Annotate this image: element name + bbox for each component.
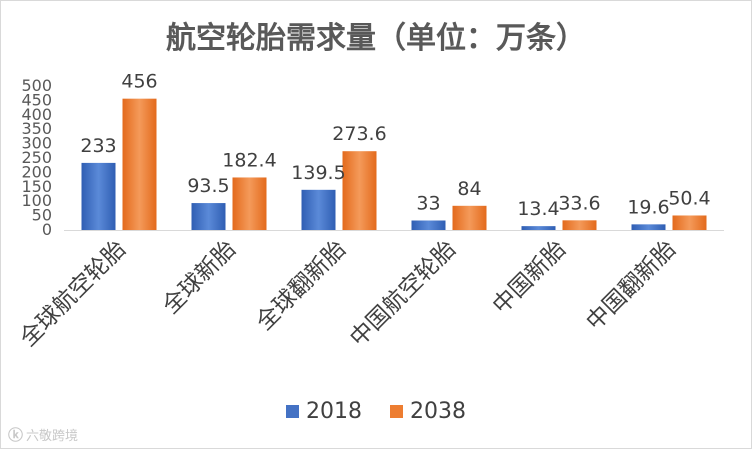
category-label: 全球翻新胎	[252, 236, 352, 336]
legend-item-2018: 2018	[286, 396, 362, 426]
bar-2018	[411, 220, 446, 230]
bar-2038	[342, 151, 377, 230]
bar-2018	[521, 226, 556, 230]
bar-2038	[122, 98, 157, 230]
y-tick-label: 250	[21, 148, 52, 167]
y-tick-label: 350	[21, 119, 52, 138]
data-label: 273.6	[332, 123, 386, 145]
y-tick-label: 400	[21, 105, 52, 124]
legend-item-2038: 2038	[390, 396, 466, 426]
category-label: 中国新胎	[488, 236, 571, 319]
legend-swatch	[390, 404, 403, 418]
category-label: 中国航空轮胎	[345, 236, 461, 352]
y-tick-label: 50	[32, 206, 52, 225]
bar-2038	[452, 205, 487, 230]
category-label: 全球航空轮胎	[15, 236, 131, 352]
data-label: 13.4	[517, 198, 559, 220]
category-label: 中国翻新胎	[582, 236, 682, 336]
data-labels-group: 233 456 93.5 182.4 139.5 273.6 33 84 13.433.6 19.…	[80, 71, 710, 220]
data-label: 33	[416, 192, 440, 214]
y-tick-label: 200	[21, 162, 52, 181]
watermark-text: 六敬跨境	[26, 428, 79, 444]
legend-label: 2038	[410, 398, 466, 424]
y-tick-label: 150	[21, 177, 52, 196]
legend-swatch	[286, 404, 299, 418]
data-label: 456	[121, 71, 157, 93]
data-label: 50.4	[668, 187, 710, 209]
bar-2038	[672, 215, 707, 230]
bar-2018	[301, 189, 336, 230]
bar-2038	[232, 177, 267, 230]
bar-2038	[562, 220, 597, 230]
y-tick-label: 0	[42, 220, 52, 239]
y-tick-label: 500	[21, 76, 52, 95]
data-label: 33.6	[558, 192, 600, 214]
data-label: 139.5	[291, 162, 345, 184]
y-tick-label: 100	[21, 191, 52, 210]
logo-icon: ⓚ	[8, 425, 24, 444]
watermark: ⓚ 六敬跨境	[8, 424, 78, 444]
y-tick-label: 450	[21, 90, 52, 109]
chart-title: 航空轮胎需求量（单位：万条）	[166, 21, 586, 56]
legend-label: 2018	[306, 398, 362, 424]
data-label: 19.6	[627, 196, 669, 218]
bars-group	[81, 98, 707, 230]
data-label: 84	[457, 178, 481, 200]
legend: 2018 2038	[0, 396, 752, 426]
category-label: 全球新胎	[158, 236, 241, 319]
bar-2018	[191, 203, 226, 230]
data-label: 182.4	[222, 149, 276, 171]
data-label: 93.5	[187, 175, 229, 197]
data-label: 233	[80, 135, 116, 157]
y-tick-label: 300	[21, 134, 52, 153]
bar-2018	[631, 224, 666, 230]
bar-2018	[81, 162, 116, 230]
